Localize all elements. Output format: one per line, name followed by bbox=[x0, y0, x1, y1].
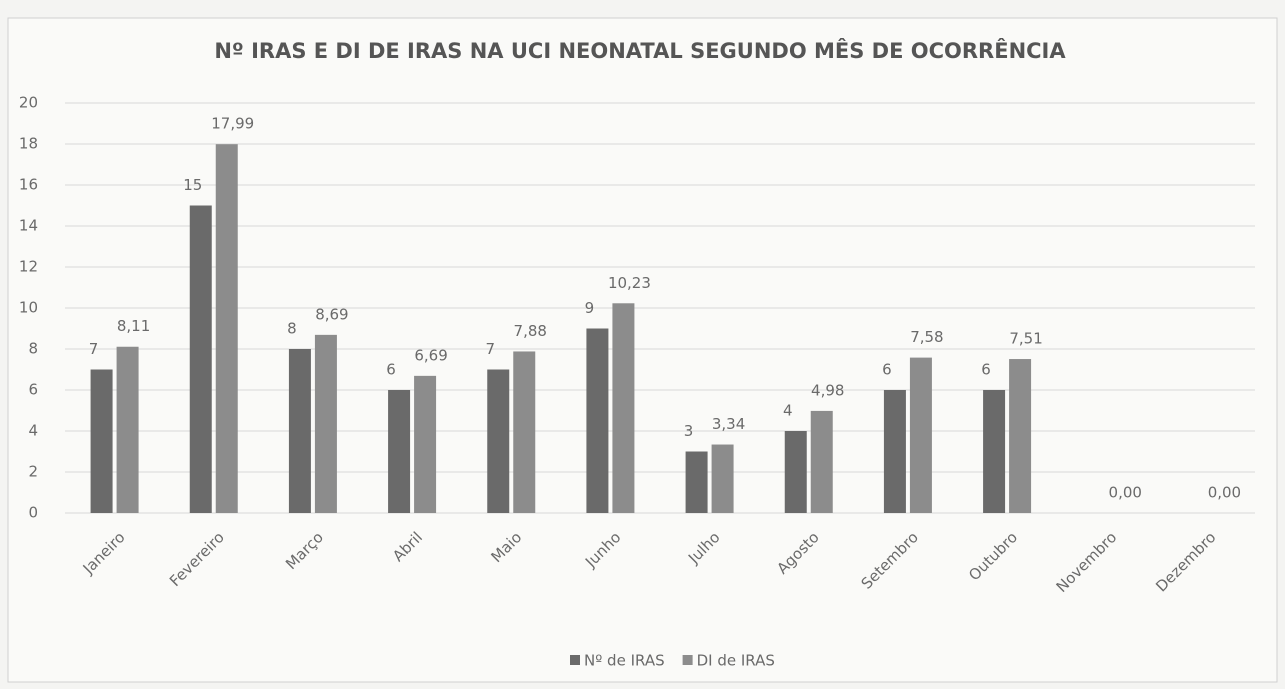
legend-swatch bbox=[682, 655, 693, 665]
data-label: 7,51 bbox=[1009, 330, 1042, 348]
data-label: 6,69 bbox=[414, 346, 447, 364]
data-label: 9 bbox=[585, 299, 595, 317]
y-tick-label: 12 bbox=[19, 258, 38, 276]
y-tick-label: 4 bbox=[28, 422, 38, 440]
bar bbox=[388, 390, 411, 513]
data-label: 0,00 bbox=[1109, 484, 1142, 502]
bar bbox=[90, 369, 113, 513]
data-label: 3,34 bbox=[712, 415, 745, 433]
data-label: 10,23 bbox=[608, 274, 651, 292]
legend-label: DI de IRAS bbox=[697, 652, 775, 670]
data-label: 7,58 bbox=[910, 328, 943, 346]
data-label: 8 bbox=[287, 320, 297, 338]
data-label: 8,11 bbox=[117, 317, 150, 335]
y-tick-label: 14 bbox=[19, 217, 38, 235]
bar bbox=[909, 357, 932, 513]
bar bbox=[215, 144, 238, 513]
bar bbox=[414, 375, 437, 513]
data-label: 4,98 bbox=[811, 381, 844, 399]
data-label: 3 bbox=[684, 422, 694, 440]
bar bbox=[685, 451, 708, 513]
bar bbox=[314, 334, 337, 513]
y-tick-label: 10 bbox=[19, 299, 38, 317]
bar bbox=[1009, 359, 1032, 513]
bar bbox=[810, 410, 833, 513]
data-label: 6 bbox=[882, 361, 892, 379]
bar bbox=[487, 369, 510, 513]
legend-label: Nº de IRAS bbox=[584, 652, 665, 670]
data-label: 0,00 bbox=[1208, 484, 1241, 502]
y-tick-label: 16 bbox=[19, 176, 38, 194]
y-tick-label: 6 bbox=[28, 381, 38, 399]
data-label: 6 bbox=[981, 361, 991, 379]
y-tick-label: 8 bbox=[28, 340, 38, 358]
bar bbox=[883, 390, 906, 513]
y-tick-label: 2 bbox=[28, 463, 38, 481]
data-label: 7 bbox=[485, 340, 495, 358]
data-label: 15 bbox=[183, 176, 202, 194]
data-label: 8,69 bbox=[315, 305, 348, 323]
bar bbox=[116, 346, 139, 513]
data-label: 7 bbox=[89, 340, 99, 358]
bar bbox=[983, 390, 1006, 513]
data-label: 7,88 bbox=[514, 322, 547, 340]
bar bbox=[513, 351, 536, 513]
data-label: 17,99 bbox=[211, 115, 254, 133]
chart-title: Nº IRAS E DI DE IRAS NA UCI NEONATAL SEG… bbox=[214, 38, 1066, 63]
bar bbox=[586, 328, 609, 513]
data-label: 4 bbox=[783, 402, 793, 420]
bar bbox=[711, 444, 734, 513]
bar bbox=[288, 349, 311, 513]
bar bbox=[189, 205, 212, 513]
y-tick-label: 0 bbox=[28, 504, 38, 522]
bar bbox=[784, 431, 807, 513]
legend-swatch bbox=[570, 655, 580, 665]
data-label: 6 bbox=[386, 361, 396, 379]
y-tick-label: 18 bbox=[19, 135, 38, 153]
bar bbox=[612, 303, 635, 513]
y-tick-label: 20 bbox=[19, 94, 38, 112]
